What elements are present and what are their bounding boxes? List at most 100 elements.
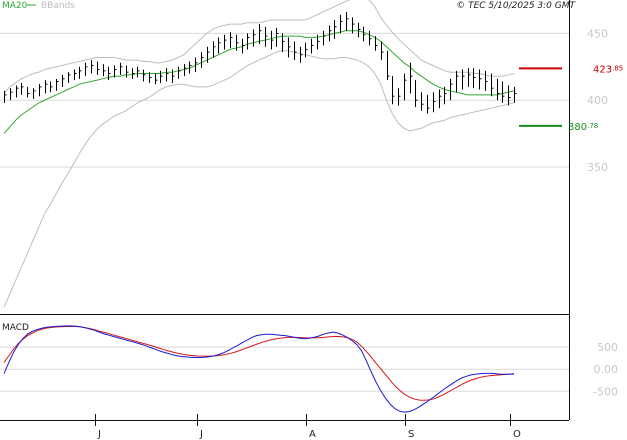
price-bar xyxy=(421,92,424,111)
price-bar xyxy=(45,80,48,94)
price-bar xyxy=(381,41,384,61)
price-bar xyxy=(485,70,488,91)
price-bar xyxy=(311,38,314,54)
price-bar xyxy=(68,72,71,83)
price-bar xyxy=(369,30,372,46)
price-bar xyxy=(288,37,291,58)
price-bar xyxy=(224,34,227,50)
price-bar xyxy=(62,74,65,87)
price-level-int: 380 xyxy=(568,122,587,133)
price-bar xyxy=(276,28,279,47)
price-bar xyxy=(79,66,82,79)
price-bar xyxy=(155,73,158,85)
price-bar xyxy=(450,78,453,101)
price-level-label: 380.78 xyxy=(568,122,598,133)
price-bar xyxy=(218,37,221,54)
price-bar xyxy=(305,42,308,58)
price-bar xyxy=(456,70,459,93)
macd-gridlines xyxy=(0,346,569,392)
price-bar xyxy=(172,69,175,83)
legend-ma20-label: MA20 xyxy=(2,1,28,11)
price-bar xyxy=(340,14,343,34)
price-tick-label: 400 xyxy=(587,94,608,107)
price-bar xyxy=(439,89,442,109)
price-bar xyxy=(346,12,349,31)
price-bar xyxy=(427,94,430,114)
price-bar xyxy=(433,92,436,113)
price-bar xyxy=(398,88,401,106)
price-bar xyxy=(137,66,140,78)
macd-panel-title: MACD xyxy=(2,323,29,333)
price-level-label: 423.85 xyxy=(593,64,623,75)
price-tick-label: 350 xyxy=(587,161,608,174)
price-bar xyxy=(392,76,395,105)
price-bar xyxy=(271,30,274,50)
price-bar xyxy=(74,69,77,81)
month-label: J xyxy=(199,429,203,440)
price-bar xyxy=(479,69,482,90)
price-bar xyxy=(16,85,19,98)
price-bar xyxy=(259,24,262,45)
price-level-dec: .85 xyxy=(612,64,623,72)
price-bar xyxy=(132,68,135,79)
price-bar xyxy=(21,82,24,95)
bbands-upper-line xyxy=(3,0,515,94)
price-bar xyxy=(39,84,42,97)
price-bar xyxy=(143,69,146,82)
price-bar xyxy=(120,62,123,75)
month-label: S xyxy=(408,429,414,440)
price-bar xyxy=(462,69,465,90)
price-bar xyxy=(358,22,361,38)
price-bar xyxy=(10,88,13,101)
price-bar xyxy=(491,73,494,97)
price-bar xyxy=(300,46,303,63)
price-bar xyxy=(410,62,413,94)
price-levels: 423.85 380.78 xyxy=(519,64,623,133)
price-bar xyxy=(236,34,239,51)
price-bar xyxy=(85,62,88,77)
price-bar xyxy=(126,65,129,78)
price-tick-label: 450 xyxy=(587,27,608,40)
price-bar xyxy=(201,52,204,69)
price-bar xyxy=(114,65,117,78)
price-bar xyxy=(189,61,192,74)
price-bar xyxy=(473,68,476,89)
price-bar xyxy=(184,64,187,77)
price-bar xyxy=(317,34,320,50)
month-label: J xyxy=(97,429,101,440)
macd-signal-line xyxy=(3,325,515,401)
price-bar xyxy=(294,41,297,61)
macd-tick-label: -500 xyxy=(593,385,618,398)
price-bar xyxy=(282,33,285,53)
price-bar xyxy=(4,90,7,103)
price-axis-labels: 350 400 450 xyxy=(587,27,608,174)
price-gridlines xyxy=(0,32,569,168)
macd-axis-labels: 500 0.00 -500 xyxy=(593,341,618,398)
price-bar xyxy=(375,36,378,51)
price-bar xyxy=(508,85,511,106)
price-bar xyxy=(247,33,250,50)
price-bar xyxy=(404,73,407,101)
price-bar xyxy=(387,50,390,81)
price-bar xyxy=(97,61,100,75)
price-panel-frame xyxy=(0,0,569,314)
price-bar xyxy=(149,72,152,83)
price-bar xyxy=(166,68,169,82)
price-bar xyxy=(108,66,111,81)
bbands-lower-line xyxy=(3,50,515,308)
price-bar xyxy=(230,32,233,49)
macd-tick-label: 0.00 xyxy=(594,363,619,376)
price-bar xyxy=(242,38,245,54)
price-bar xyxy=(103,64,106,77)
price-bar xyxy=(323,30,326,46)
price-bar xyxy=(195,57,198,73)
macd-line xyxy=(3,325,515,413)
price-bar xyxy=(178,66,181,79)
price-bar xyxy=(502,81,505,103)
price-bar xyxy=(253,29,256,47)
price-bar xyxy=(213,41,216,58)
price-bar xyxy=(329,25,332,42)
price-bar xyxy=(91,60,94,74)
